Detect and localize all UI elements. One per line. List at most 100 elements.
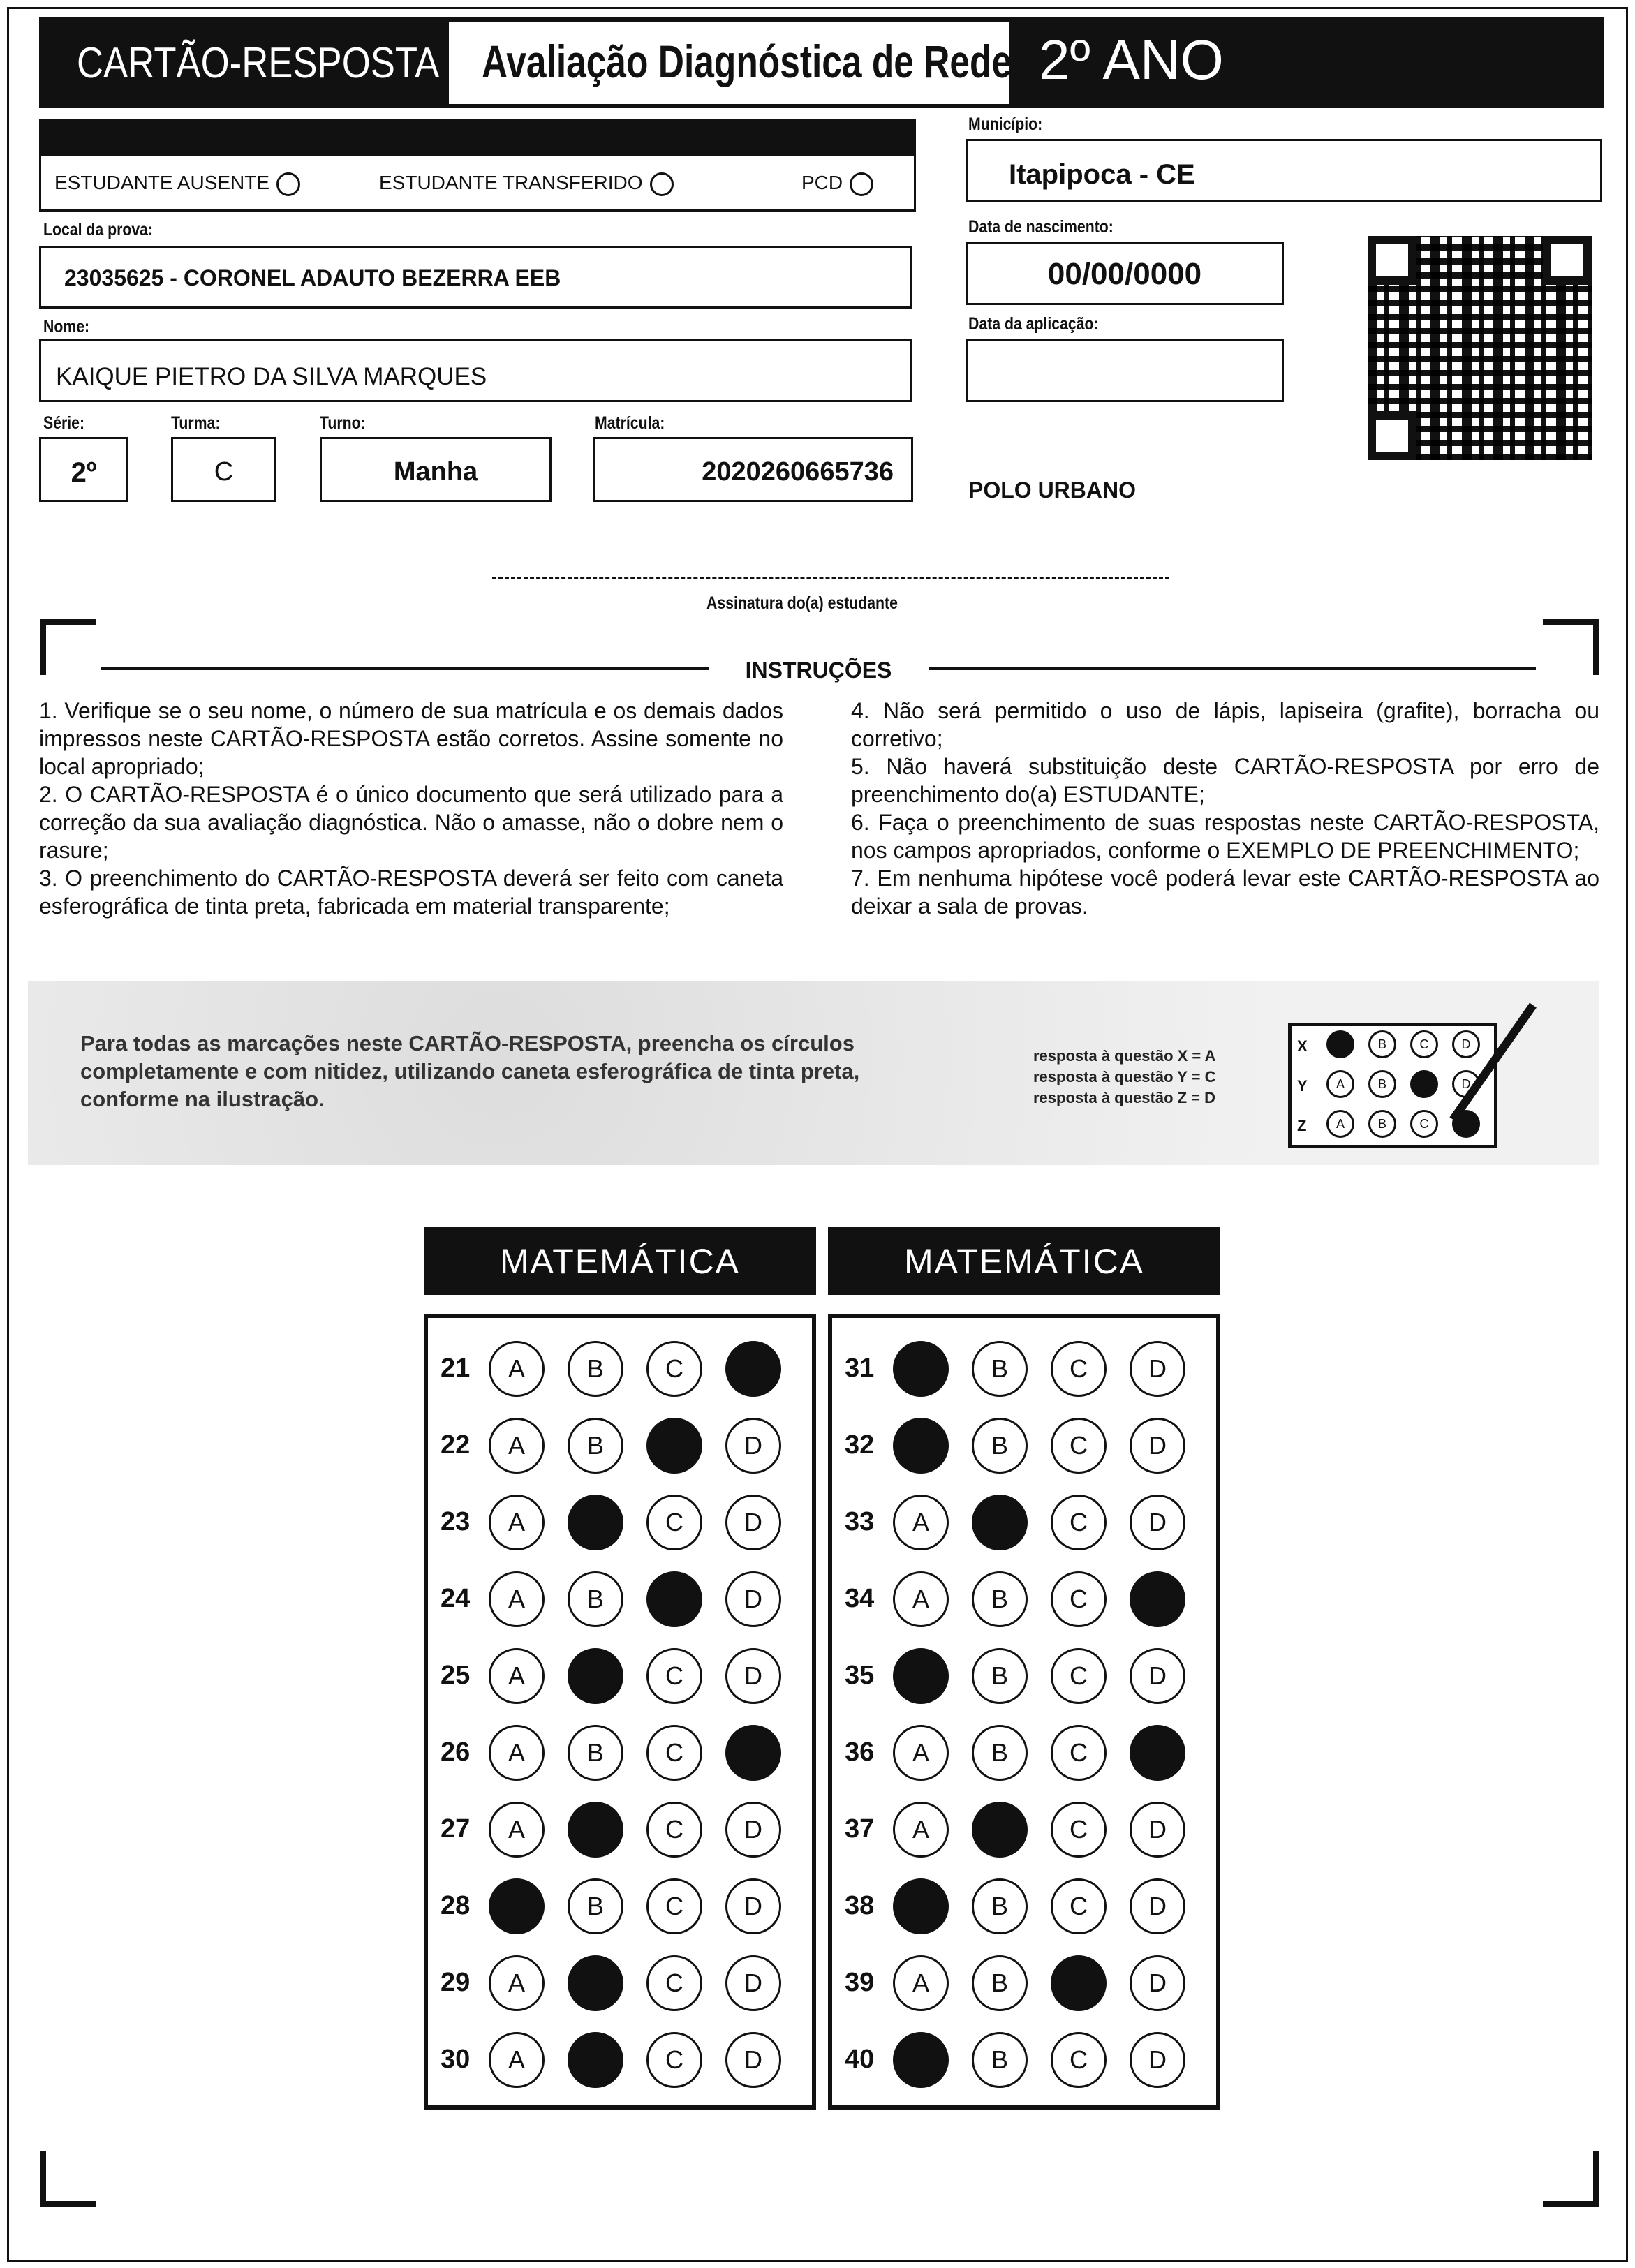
answer-bubble-b[interactable]: B <box>972 1341 1028 1397</box>
radio-icon[interactable] <box>850 172 874 196</box>
answer-bubble-d[interactable]: D <box>725 2032 781 2088</box>
answer-bubble-b[interactable]: B <box>568 2032 623 2088</box>
answer-bubble-b[interactable]: B <box>972 1495 1028 1550</box>
answer-bubble-c[interactable]: C <box>1051 1955 1107 2011</box>
answer-bubble-d[interactable]: D <box>1130 1725 1185 1781</box>
answer-bubble-c[interactable]: C <box>646 1571 702 1627</box>
question-number: 33 <box>845 1507 875 1536</box>
answer-bubble-c[interactable]: C <box>646 1648 702 1704</box>
answer-bubble-c[interactable]: C <box>1051 1725 1107 1781</box>
answer-bubble-d[interactable]: D <box>1130 1802 1185 1858</box>
answer-bubble-b[interactable]: B <box>568 1725 623 1781</box>
instructions-rule-right <box>929 667 1536 670</box>
nascimento-value: 00/00/0000 <box>1047 257 1202 291</box>
answer-bubble-a[interactable]: A <box>489 1341 545 1397</box>
answer-bubble-a[interactable]: A <box>489 1648 545 1704</box>
answer-bubble-d[interactable]: D <box>725 1341 781 1397</box>
option-ausente[interactable]: ESTUDANTE AUSENTE <box>54 172 301 196</box>
answer-bubble-a[interactable]: A <box>489 2032 545 2088</box>
answer-bubble-b[interactable]: B <box>972 2032 1028 2088</box>
answer-bubble-c[interactable]: C <box>1051 1341 1107 1397</box>
answer-bubble-d[interactable]: D <box>1130 1648 1185 1704</box>
answer-bubble-d[interactable]: D <box>725 1802 781 1858</box>
answer-bubble-d[interactable]: D <box>725 1955 781 2011</box>
bubble-letter: A <box>912 2045 929 2074</box>
answer-bubble-b[interactable]: B <box>568 1648 623 1704</box>
bubble-letter: D <box>1148 1661 1167 1690</box>
answer-bubble-c[interactable]: C <box>1051 1495 1107 1550</box>
bubble-letter: A <box>508 1815 525 1844</box>
legend-line: resposta à questão Z = D <box>1033 1089 1216 1106</box>
bubble-letter: A <box>1336 1037 1345 1051</box>
answer-bubble-a[interactable]: A <box>893 1495 949 1550</box>
answer-bubble-d[interactable]: D <box>725 1648 781 1704</box>
signature-line[interactable] <box>492 577 1169 579</box>
answer-bubble-b[interactable]: B <box>568 1341 623 1397</box>
answer-bubble-d[interactable]: D <box>725 1571 781 1627</box>
bubble-letter: B <box>1377 1116 1386 1131</box>
answer-bubble-a[interactable]: A <box>893 1725 949 1781</box>
answer-bubble-d[interactable]: D <box>1130 1495 1185 1550</box>
answer-bubble-b[interactable]: B <box>972 1648 1028 1704</box>
answer-bubble-a[interactable]: A <box>893 2032 949 2088</box>
answer-bubble-c[interactable]: C <box>1051 1571 1107 1627</box>
answer-bubble-a[interactable]: A <box>489 1725 545 1781</box>
answer-bubble-c[interactable]: C <box>646 1341 702 1397</box>
answer-bubble-d[interactable]: D <box>1130 1341 1185 1397</box>
answer-bubble-c[interactable]: C <box>1051 1648 1107 1704</box>
radio-icon[interactable] <box>276 172 301 196</box>
option-pcd[interactable]: PCD <box>801 172 874 196</box>
question-number: 38 <box>845 1891 875 1920</box>
answer-bubble-d[interactable]: D <box>725 1495 781 1550</box>
answer-bubble-a[interactable]: A <box>489 1955 545 2011</box>
answer-bubble-d[interactable]: D <box>1130 1571 1185 1627</box>
answer-bubble-d[interactable]: D <box>1130 1955 1185 2011</box>
answer-bubble-d[interactable]: D <box>725 1878 781 1934</box>
answer-bubble-a[interactable]: A <box>893 1802 949 1858</box>
answer-bubble-a[interactable]: A <box>893 1341 949 1397</box>
answer-bubble-a[interactable]: A <box>893 1955 949 2011</box>
answer-bubble-c[interactable]: C <box>646 2032 702 2088</box>
answer-bubble-b[interactable]: B <box>568 1571 623 1627</box>
answer-bubble-a[interactable]: A <box>893 1418 949 1474</box>
answer-bubble-a[interactable]: A <box>893 1878 949 1934</box>
answer-bubble-d[interactable]: D <box>725 1418 781 1474</box>
answer-bubble-b[interactable]: B <box>568 1802 623 1858</box>
answer-bubble-b[interactable]: B <box>568 1878 623 1934</box>
answer-bubble-a[interactable]: A <box>893 1648 949 1704</box>
answer-bubble-a[interactable]: A <box>489 1878 545 1934</box>
answer-bubble-d[interactable]: D <box>1130 2032 1185 2088</box>
option-transferido[interactable]: ESTUDANTE TRANSFERIDO <box>379 172 674 196</box>
radio-icon[interactable] <box>649 172 674 196</box>
answer-bubble-c[interactable]: C <box>646 1418 702 1474</box>
answer-bubble-c[interactable]: C <box>646 1725 702 1781</box>
answer-bubble-c[interactable]: C <box>1051 2032 1107 2088</box>
answer-bubble-b[interactable]: B <box>972 1418 1028 1474</box>
answer-bubble-c[interactable]: C <box>1051 1802 1107 1858</box>
answer-bubble-c[interactable]: C <box>1051 1418 1107 1474</box>
answer-bubble-b[interactable]: B <box>972 1878 1028 1934</box>
bubble-letter: A <box>508 2045 525 2074</box>
answer-bubble-d[interactable]: D <box>1130 1878 1185 1934</box>
answer-bubble-c[interactable]: C <box>646 1878 702 1934</box>
answer-bubble-a[interactable]: A <box>893 1571 949 1627</box>
turma-field <box>171 437 276 502</box>
answer-bubble-b[interactable]: B <box>568 1495 623 1550</box>
answer-bubble-b[interactable]: B <box>568 1955 623 2011</box>
answer-bubble-a[interactable]: A <box>489 1495 545 1550</box>
corner-mark-tl <box>40 619 96 675</box>
answer-bubble-b[interactable]: B <box>568 1418 623 1474</box>
answer-bubble-b[interactable]: B <box>972 1802 1028 1858</box>
answer-bubble-c[interactable]: C <box>646 1802 702 1858</box>
answer-bubble-a[interactable]: A <box>489 1418 545 1474</box>
answer-bubble-a[interactable]: A <box>489 1571 545 1627</box>
answer-bubble-c[interactable]: C <box>1051 1878 1107 1934</box>
answer-bubble-a[interactable]: A <box>489 1802 545 1858</box>
answer-bubble-b[interactable]: B <box>972 1955 1028 2011</box>
answer-bubble-d[interactable]: D <box>1130 1418 1185 1474</box>
answer-bubble-b[interactable]: B <box>972 1725 1028 1781</box>
answer-bubble-c[interactable]: C <box>646 1955 702 2011</box>
answer-bubble-d[interactable]: D <box>725 1725 781 1781</box>
answer-bubble-c[interactable]: C <box>646 1495 702 1550</box>
answer-bubble-b[interactable]: B <box>972 1571 1028 1627</box>
